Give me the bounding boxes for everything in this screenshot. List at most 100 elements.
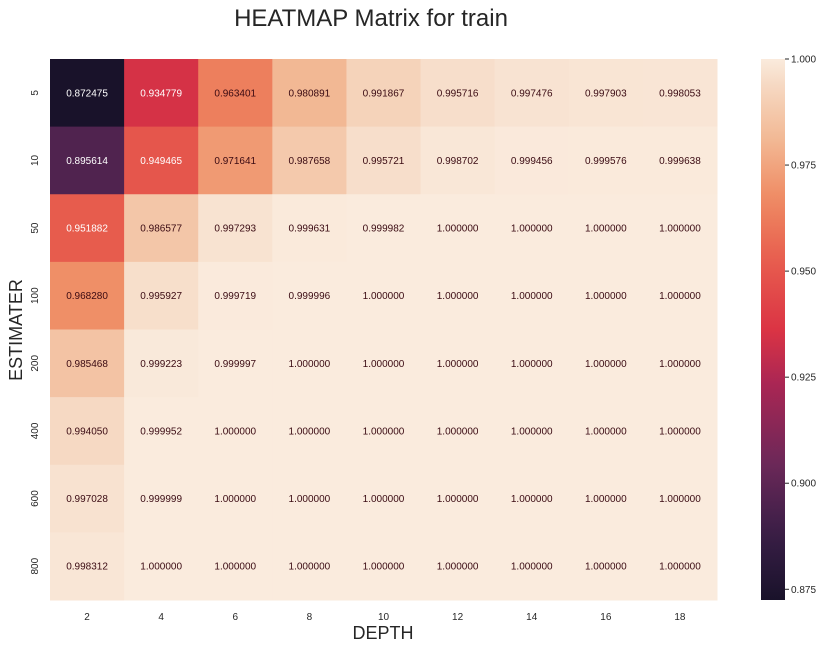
heatmap-cell: [494, 194, 570, 263]
heatmap-cell-label: 0.997476: [511, 88, 553, 99]
heatmap-cell: [568, 464, 644, 533]
heatmap-cell-label: 0.971641: [214, 156, 256, 167]
heatmap-cell: [272, 532, 347, 601]
y-tick-label: 10: [30, 154, 41, 166]
colorbar-tick-label: 0.950: [791, 267, 816, 278]
heatmap-cell-label: 0.998053: [659, 88, 701, 99]
heatmap-cell: [272, 194, 347, 263]
heatmap-cell-label: 1.000000: [585, 359, 627, 370]
heatmap-cell-label: 0.999952: [140, 426, 182, 437]
heatmap-cell: [124, 464, 199, 533]
heatmap-cell-label: 0.999638: [659, 156, 701, 167]
heatmap-cell-label: 1.000000: [363, 426, 405, 437]
heatmap-cell: [124, 532, 199, 601]
heatmap-cell-label: 0.963401: [214, 88, 256, 99]
heatmap-cell: [568, 397, 644, 466]
heatmap-cell: [420, 464, 496, 533]
heatmap-cell: [420, 59, 496, 128]
heatmap-cell: [272, 464, 347, 533]
heatmap-cell: [346, 126, 422, 195]
heatmap-cell: [198, 261, 273, 330]
heatmap-cell-label: 1.000000: [437, 359, 479, 370]
heatmap-cell: [420, 397, 496, 466]
heatmap-cell: [420, 532, 496, 601]
x-tick-label: 18: [674, 612, 686, 623]
heatmap-cell: [198, 397, 273, 466]
x-tick-label: 4: [158, 612, 164, 623]
heatmap-cell: [346, 329, 422, 398]
heatmap-cell: [50, 261, 125, 330]
x-axis-label: DEPTH: [352, 623, 413, 643]
colorbar-tick-label: 1.000: [791, 55, 816, 66]
heatmap-cell: [642, 261, 718, 330]
y-tick-label: 600: [30, 490, 41, 507]
heatmap-cell-label: 1.000000: [511, 359, 553, 370]
heatmap-cell: [50, 397, 125, 466]
heatmap-cell-label: 1.000000: [511, 494, 553, 505]
heatmap-cell-label: 1.000000: [585, 224, 627, 235]
heatmap-cell: [494, 126, 570, 195]
y-tick-label: 400: [30, 422, 41, 439]
y-tick-label: 200: [30, 355, 41, 372]
heatmap-cell-label: 1.000000: [214, 426, 256, 437]
heatmap-cell-label: 0.995721: [363, 156, 405, 167]
heatmap-cell-label: 1.000000: [363, 359, 405, 370]
heatmap-cell-label: 1.000000: [659, 359, 701, 370]
heatmap-cell: [50, 464, 125, 533]
heatmap-cell: [494, 397, 570, 466]
heatmap-cell: [124, 126, 199, 195]
colorbar-tick-label: 0.925: [791, 373, 816, 384]
heatmap-cell: [272, 261, 347, 330]
heatmap-cell-label: 0.999223: [140, 359, 182, 370]
heatmap-cell: [642, 126, 718, 195]
heatmap-cell: [494, 329, 570, 398]
heatmap-cell: [272, 397, 347, 466]
heatmap-cell: [568, 194, 644, 263]
heatmap-cell: [420, 194, 496, 263]
heatmap-cell-label: 0.997903: [585, 88, 627, 99]
heatmap-cell: [124, 59, 199, 128]
heatmap-cell-label: 1.000000: [214, 562, 256, 573]
heatmap-cell: [272, 329, 347, 398]
colorbar-tick-label: 0.875: [791, 585, 816, 596]
heatmap-cell: [50, 329, 125, 398]
heatmap-cell-label: 0.999719: [214, 291, 256, 302]
heatmap-cell-label: 1.000000: [363, 562, 405, 573]
heatmap-cell-label: 1.000000: [289, 562, 331, 573]
heatmap-cell-label: 0.999982: [363, 224, 405, 235]
x-tick-label: 14: [526, 612, 538, 623]
heatmap-cell: [346, 464, 422, 533]
x-axis-ticks: 2 4 6 8 10 12 14 16 18: [84, 612, 686, 623]
heatmap-cell: [420, 261, 496, 330]
heatmap-cell-label: 1.000000: [585, 291, 627, 302]
heatmap-cell: [124, 261, 199, 330]
heatmap-cell-label: 0.872475: [66, 88, 108, 99]
colorbar-tick-label: 0.900: [791, 479, 816, 490]
heatmap-cell-labels: 0.872475 0.934779 0.963401 0.980891 0.991867…: [66, 88, 701, 572]
heatmap-cell-label: 0.999997: [214, 359, 256, 370]
heatmap-cell: [568, 126, 644, 195]
y-tick-label: 100: [30, 287, 41, 304]
heatmap-cell-label: 1.000000: [140, 562, 182, 573]
x-tick-label: 8: [307, 612, 313, 623]
heatmap-cell-label: 0.999631: [289, 224, 331, 235]
heatmap-cell-label: 1.000000: [363, 494, 405, 505]
y-tick-label: 50: [30, 222, 41, 234]
heatmap-cell: [642, 329, 718, 398]
heatmap-cell-label: 0.999576: [585, 156, 627, 167]
heatmap-cell-label: 1.000000: [659, 291, 701, 302]
heatmap-cell-label: 1.000000: [511, 291, 553, 302]
x-tick-label: 10: [378, 612, 390, 623]
heatmap-cell-label: 0.991867: [363, 88, 405, 99]
heatmap-cell: [642, 532, 718, 601]
y-tick-label: 5: [30, 90, 41, 96]
heatmap-cell: [568, 532, 644, 601]
heatmap-cell-label: 0.995927: [140, 291, 182, 302]
heatmap-cell-label: 0.980891: [289, 88, 331, 99]
heatmap-cell: [124, 397, 199, 466]
heatmap-cell-label: 1.000000: [437, 224, 479, 235]
heatmap-cell-label: 1.000000: [363, 291, 405, 302]
heatmap-cell: [642, 397, 718, 466]
heatmap-cell: [642, 59, 718, 128]
y-axis-label: ESTIMATER: [6, 279, 26, 381]
